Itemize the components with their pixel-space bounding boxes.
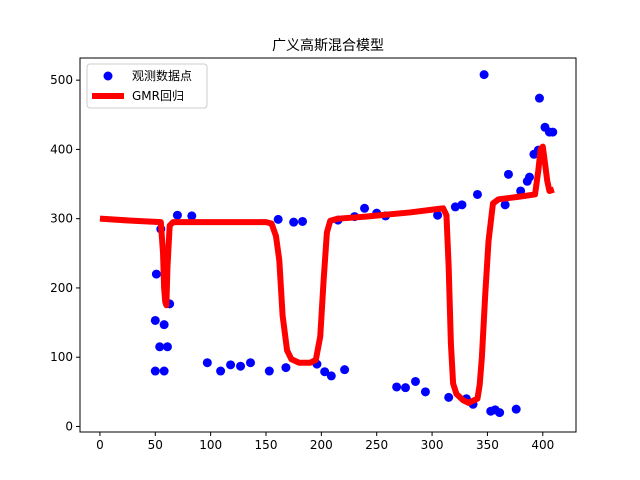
x-tick-label: 300 [421,438,444,452]
data-point [289,217,299,227]
y-tick-label: 500 [50,73,73,87]
data-point [401,383,410,393]
data-point [503,169,513,179]
data-point [155,342,165,352]
x-tick-label: 50 [148,438,163,452]
x-tick-label: 350 [476,438,499,452]
x-tick-label: 250 [365,438,388,452]
data-point [410,376,420,386]
legend-label-line: GMR回归 [132,89,184,103]
data-point [216,366,226,376]
data-point [281,363,291,373]
data-point [479,70,489,80]
plot-marks [99,70,558,418]
axes: 0 50 100 150 200 250 300 350 400 0 100 200 300 400 500 [50,57,577,452]
data-point [159,366,169,376]
data-point [511,404,521,414]
data-point [326,371,336,381]
data-point [420,387,430,397]
x-tick-label: 200 [310,438,333,452]
data-point [360,203,370,213]
data-point [298,216,308,226]
plot-frame [79,57,577,433]
y-tick-label: 200 [50,281,73,295]
legend-label-scatter: 观测数据点 [132,68,192,83]
data-point [226,360,236,370]
data-point [392,382,402,392]
data-point [444,392,454,402]
data-point [150,315,160,325]
gmr-regression-line [99,143,555,406]
legend-scatter-marker [103,71,113,81]
data-point [548,127,558,137]
data-point [187,211,197,221]
data-point [472,189,482,199]
y-tick-label: 0 [65,419,73,433]
x-tick-label: 400 [531,438,554,452]
legend: 观测数据点 GMR回归 [86,63,208,109]
data-point [534,93,544,103]
x-tick-label: 150 [255,438,278,452]
data-point [264,366,274,376]
data-point [172,210,182,220]
data-point [320,367,330,377]
data-point [340,365,350,375]
x-tick-label: 0 [96,438,104,452]
data-point [202,358,212,368]
data-point [500,200,510,210]
data-point [525,172,534,182]
y-tick-label: 100 [50,350,73,364]
data-point [457,200,467,210]
data-point [162,342,172,352]
y-tick-label: 300 [50,212,73,226]
data-point [246,358,255,368]
chart-title: 广义高斯混合模型 [272,37,384,54]
x-tick-label: 100 [199,438,222,452]
data-point [150,366,160,376]
data-point [273,214,283,224]
y-tick-label: 400 [50,142,73,156]
data-point [495,408,505,418]
data-point [159,320,169,330]
data-point [433,210,443,220]
data-point [151,269,161,279]
data-point [236,361,246,371]
